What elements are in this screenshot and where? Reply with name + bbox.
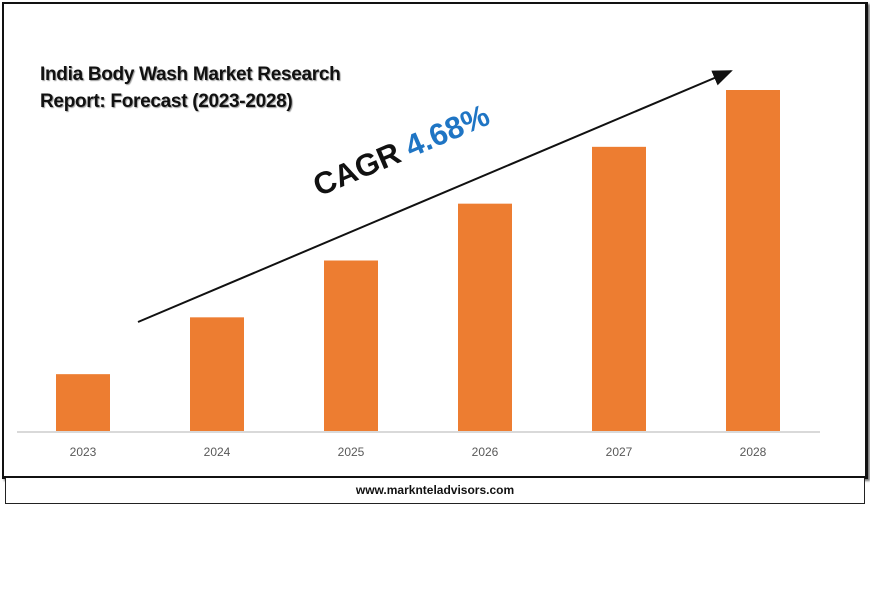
footer-website: www.marknteladvisors.com (355, 483, 515, 497)
x-tick-label: 2023 (70, 445, 97, 459)
bar-2028 (726, 90, 780, 431)
chart-title: India Body Wash Market Research Report: … (40, 61, 341, 115)
bar-2026 (458, 203, 512, 431)
footer: www.marknteladvisors.com (5, 478, 865, 504)
chart-title-line-1: India Body Wash Market Research (40, 64, 341, 85)
bar-2027 (592, 146, 646, 432)
bar-2025 (324, 260, 378, 431)
x-tick-label: 2026 (472, 445, 499, 459)
bar-2024 (190, 317, 244, 431)
trend-arrow (137, 70, 733, 323)
x-tick-label: 2025 (338, 445, 365, 459)
x-tick-label: 2027 (606, 445, 633, 459)
x-tick-label: 2028 (740, 445, 767, 459)
x-tick-label: 2024 (204, 445, 231, 459)
bar-2023 (56, 374, 110, 431)
chart-title-line-2: Report: Forecast (2023-2028) (40, 91, 293, 112)
